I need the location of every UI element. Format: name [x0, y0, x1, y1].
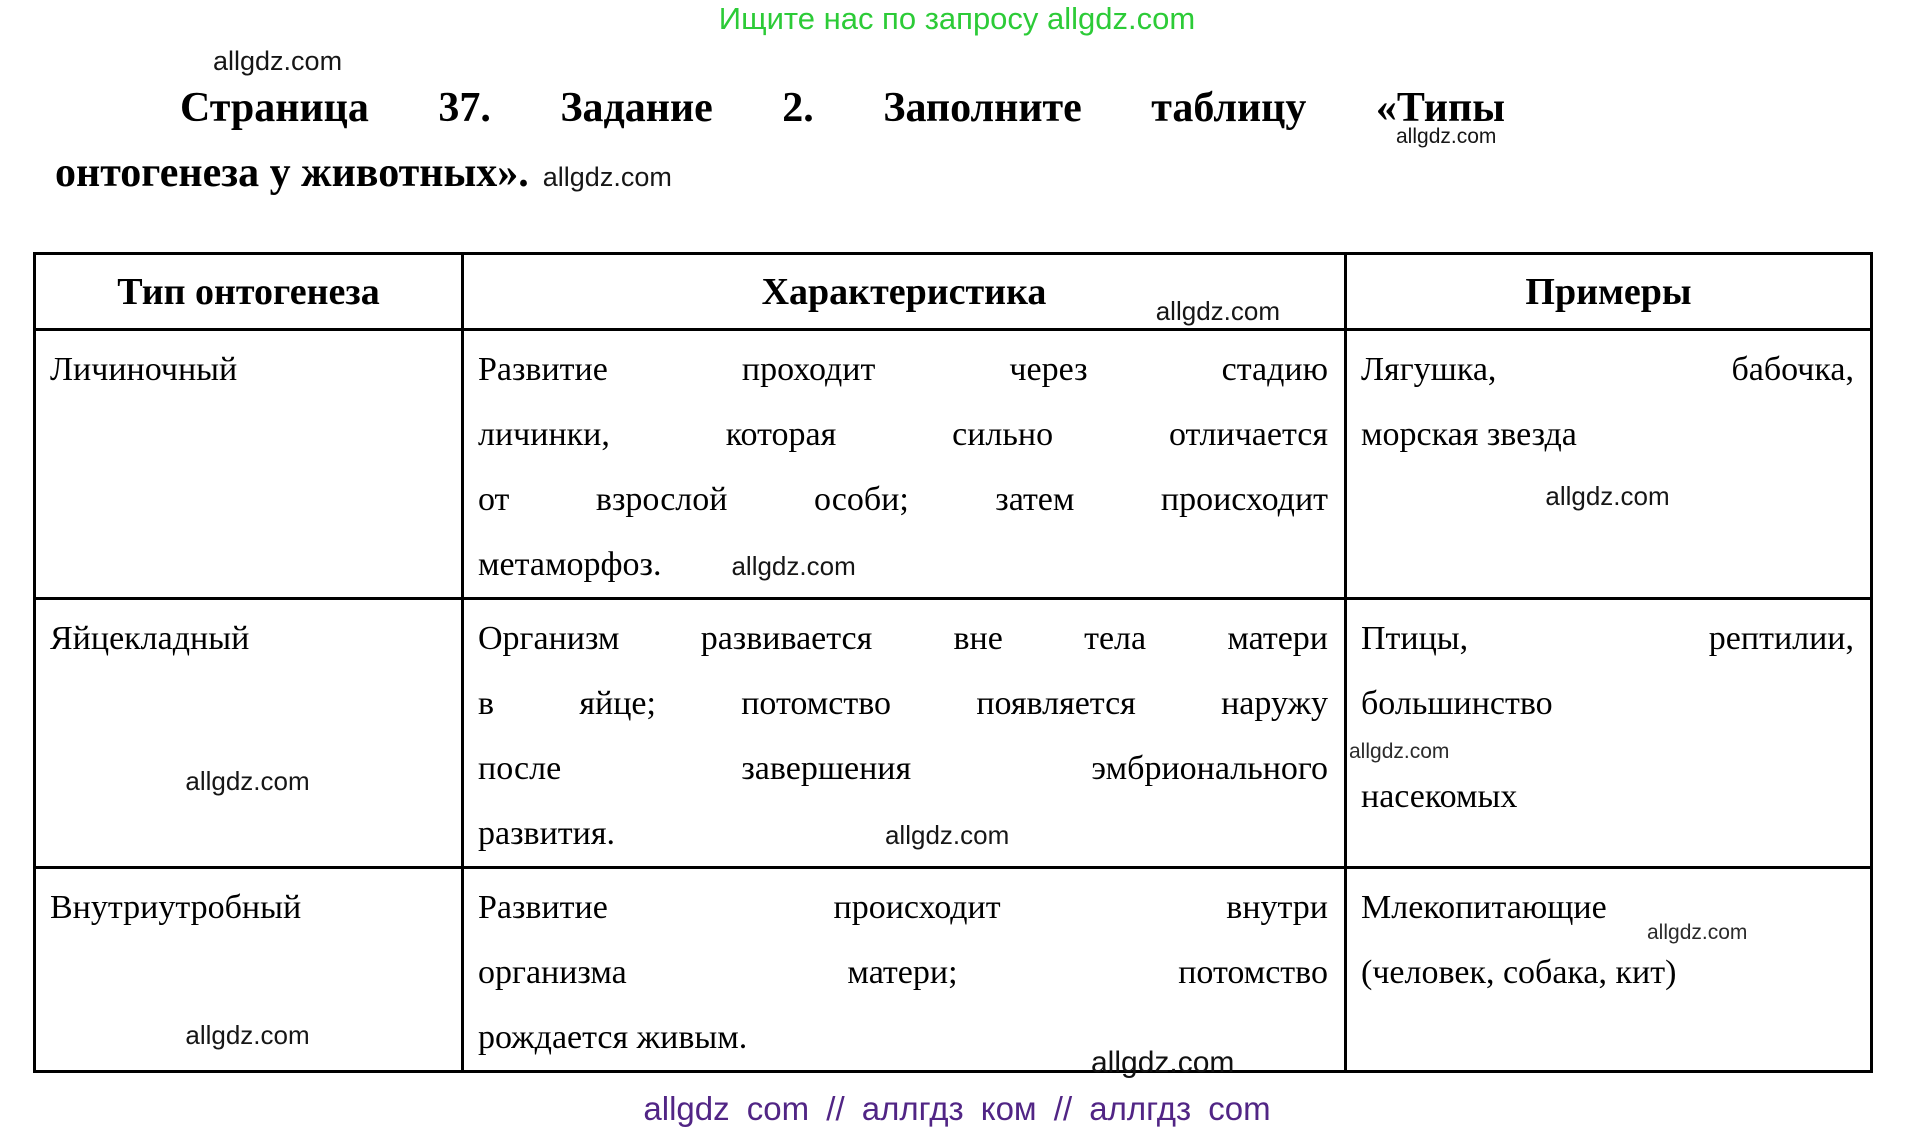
watermark-allgdz-cell: allgdz.com [884, 820, 1010, 850]
footer-text: allgdz com // аллгдз ком // аллгдз com [643, 1090, 1271, 1127]
table-row-intrauterine: Внутриутробный allgdz.com Развитие проис… [33, 866, 1873, 1073]
characteristic-line: личинки, которая сильно отличается [478, 416, 1328, 453]
characteristic-line: от взрослой особи; затем происходит [478, 481, 1328, 518]
example-line: Млекопитающие [1361, 889, 1607, 926]
cell-type-oviparous: Яйцекладный allgdz.com [33, 597, 464, 869]
cell-type-intrauterine: Внутриутробный allgdz.com [33, 866, 464, 1073]
example-line: Лягушка, бабочка, [1361, 351, 1854, 388]
watermark-allgdz-cell: allgdz.com [185, 1020, 310, 1050]
watermark-allgdz-bottom: allgdz.com [1091, 1046, 1235, 1079]
cell-characteristic-oviparous: Организм развивается вне тела матери в я… [461, 597, 1347, 869]
characteristic-last-text: метаморфоз. [478, 546, 662, 583]
watermark-allgdz-top-left: allgdz.com [213, 46, 343, 76]
page-title-line2-text: онтогенеза у животных». [55, 150, 529, 196]
watermark-allgdz-cell: allgdz.com [731, 551, 856, 581]
example-line: Птицы, рептилии, [1361, 620, 1854, 657]
characteristic-line: метаморфоз. allgdz.com [478, 532, 1328, 597]
characteristic-line: развития. allgdz.com [478, 801, 1328, 866]
table-header-row: Тип онтогенеза Характеристика allgdz.com… [33, 252, 1873, 331]
header-type: Тип онтогенеза [33, 252, 464, 331]
watermark-allgdz-cell: allgdz.com [1349, 740, 1450, 763]
header-characteristic-label: Характеристика [761, 270, 1047, 313]
characteristic-line: в яйце; потомство появляется наружу [478, 685, 1328, 722]
type-label: Личиночный [50, 351, 238, 388]
watermark-allgdz-title-right: allgdz.com [1396, 125, 1497, 148]
cell-examples-intrauterine: Млекопитающие allgdz.com (человек, собак… [1344, 866, 1873, 1073]
characteristic-line: рождается живым. [478, 1019, 748, 1056]
page-title-line1: Страница 37. Задание 2. Заполните таблиц… [180, 85, 1505, 131]
characteristic-line: Развитие происходит внутри [478, 889, 1328, 926]
characteristic-line: Организм развивается вне тела матери [478, 620, 1328, 657]
cell-characteristic-larval: Развитие проходит через стадию личинки, … [461, 328, 1347, 600]
watermark-allgdz-header: allgdz.com [1155, 296, 1280, 326]
watermark-allgdz-cell: allgdz.com [1647, 921, 1748, 944]
watermark-allgdz-after-title: allgdz.com [542, 162, 672, 192]
ontogenesis-types-table: Тип онтогенеза Характеристика allgdz.com… [33, 252, 1873, 1073]
table-row-larval: Личиночный Развитие проходит через стади… [33, 328, 1873, 600]
example-line: большинство [1361, 685, 1553, 722]
characteristic-line: после завершения эмбрионального [478, 750, 1328, 787]
top-banner-text: Ищите нас по запросу allgdz.com [718, 1, 1196, 36]
characteristic-line: Развитие проходит через стадию [478, 351, 1328, 388]
example-line: морская звезда [1361, 416, 1577, 453]
type-label: Внутриутробный [50, 889, 302, 926]
cell-type-larval: Личиночный [33, 328, 464, 600]
watermark-allgdz-cell: allgdz.com [185, 766, 310, 796]
watermark-allgdz-cell: allgdz.com [1545, 481, 1670, 511]
cell-examples-oviparous: Птицы, рептилии, большинство allgdz.com … [1344, 597, 1873, 869]
table-row-oviparous: Яйцекладный allgdz.com Организм развивае… [33, 597, 1873, 869]
example-line: (человек, собака, кит) [1361, 954, 1677, 991]
example-line: насекомых [1361, 778, 1518, 815]
characteristic-last-text: развития. [478, 815, 615, 852]
characteristic-line: организма матери; потомство [478, 954, 1328, 991]
header-examples: Примеры [1344, 252, 1873, 331]
page-title-line2: онтогенеза у животных». allgdz.com [55, 149, 672, 197]
header-characteristic: Характеристика allgdz.com [461, 252, 1347, 331]
cell-examples-larval: Лягушка, бабочка, морская звезда allgdz.… [1344, 328, 1873, 600]
type-label: Яйцекладный [50, 620, 250, 657]
cell-characteristic-intrauterine: Развитие происходит внутри организма мат… [461, 866, 1347, 1073]
